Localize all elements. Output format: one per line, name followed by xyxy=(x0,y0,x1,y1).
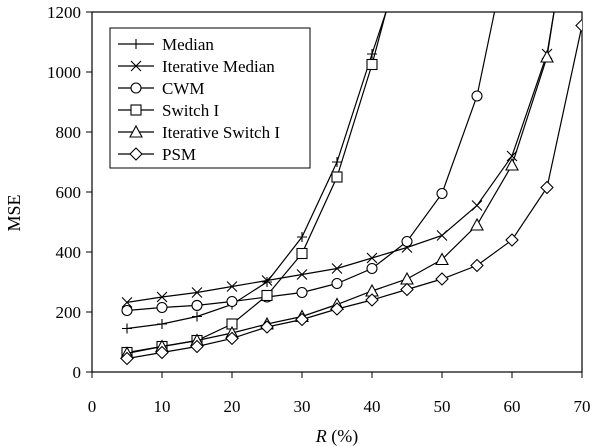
x-tick-label: 30 xyxy=(294,397,311,416)
legend-label: Iterative Switch I xyxy=(162,123,280,142)
legend-marker xyxy=(130,82,142,94)
legend-label: PSM xyxy=(162,145,196,164)
y-tick-label: 1000 xyxy=(47,63,81,82)
series-line xyxy=(126,12,555,303)
legend-marker xyxy=(131,39,141,49)
data-point xyxy=(261,275,273,286)
x-tick-label: 20 xyxy=(224,397,241,416)
data-point xyxy=(297,232,307,242)
data-point xyxy=(225,331,239,346)
legend-marker xyxy=(130,60,142,72)
data-point xyxy=(575,18,582,33)
data-point xyxy=(366,262,378,275)
legend-item: Switch I xyxy=(118,101,219,120)
data-point xyxy=(122,323,132,334)
data-point xyxy=(505,157,519,171)
data-point xyxy=(296,286,308,299)
legend-item: Iterative Switch I xyxy=(118,123,280,142)
data-point xyxy=(296,247,308,260)
data-point xyxy=(331,171,343,183)
data-point xyxy=(121,297,133,308)
data-point xyxy=(296,269,308,280)
data-point xyxy=(540,49,554,63)
data-point xyxy=(192,311,202,322)
data-point xyxy=(261,289,273,302)
legend-item: CWM xyxy=(118,79,205,98)
data-point xyxy=(120,351,134,366)
data-point xyxy=(191,287,203,298)
x-tick-label: 70 xyxy=(574,397,591,416)
y-tick-label: 200 xyxy=(56,303,82,322)
y-tick-label: 0 xyxy=(73,363,82,382)
data-point xyxy=(190,339,204,354)
data-point xyxy=(191,299,203,311)
data-point xyxy=(505,233,519,247)
legend-item: PSM xyxy=(118,145,196,164)
x-axis-title: R (%) xyxy=(315,426,358,447)
x-tick-label: 40 xyxy=(364,397,381,416)
data-point xyxy=(331,277,343,290)
data-point xyxy=(366,58,378,71)
data-point xyxy=(435,272,449,286)
data-point xyxy=(470,258,484,273)
x-tick-label: 50 xyxy=(434,397,451,416)
data-point xyxy=(262,277,272,287)
plot-area: 0 10 20 30 40 50 60 70 0 200 400 600 800 1000 1200 xyxy=(47,3,591,416)
y-tick-label: 400 xyxy=(56,243,82,262)
data-point xyxy=(332,157,342,167)
data-point xyxy=(226,281,238,292)
data-point xyxy=(400,282,414,297)
y-axis-title: MSE xyxy=(4,194,24,231)
legend-marker xyxy=(129,147,143,161)
series-line xyxy=(126,12,496,312)
x-tick-label: 0 xyxy=(88,397,97,416)
series-line xyxy=(126,25,582,360)
data-point xyxy=(470,217,484,231)
legend-item: Median xyxy=(118,35,214,54)
x-tick-label: 10 xyxy=(154,397,171,416)
legend-label: Median xyxy=(162,35,214,54)
data-point xyxy=(436,187,448,200)
data-point xyxy=(121,304,133,317)
data-point xyxy=(366,252,378,264)
data-point xyxy=(156,301,168,314)
data-point xyxy=(260,320,274,334)
data-point xyxy=(435,252,449,266)
data-point xyxy=(436,230,448,241)
series-2 xyxy=(121,12,496,317)
data-point xyxy=(156,291,168,303)
x-axis-title-variable: R xyxy=(315,426,327,446)
y-tick-label: 800 xyxy=(56,123,82,142)
data-point xyxy=(401,235,413,248)
x-tick-label: 60 xyxy=(504,397,521,416)
y-tick-label: 1200 xyxy=(47,3,81,22)
legend: Median Iterative Median CWM Switch I Iterati… xyxy=(109,27,311,169)
data-point xyxy=(330,302,344,316)
legend-label: CWM xyxy=(162,79,205,98)
series-line xyxy=(126,12,555,354)
series-5 xyxy=(120,18,582,366)
legend-item: Iterative Median xyxy=(118,57,275,76)
data-point xyxy=(540,180,554,195)
data-point xyxy=(157,319,167,329)
data-point xyxy=(155,345,169,360)
data-point xyxy=(400,271,414,285)
legend-label: Switch I xyxy=(162,101,219,120)
data-point xyxy=(471,90,483,102)
legend-label: Iterative Median xyxy=(162,57,275,76)
legend-marker xyxy=(130,104,142,116)
x-axis-title-unit: (%) xyxy=(327,426,358,447)
legend-box xyxy=(109,27,311,169)
legend-marker xyxy=(129,124,143,138)
data-point xyxy=(471,200,483,211)
series-group xyxy=(120,12,582,366)
data-point xyxy=(506,150,518,162)
data-point xyxy=(295,312,309,327)
data-point xyxy=(331,263,343,274)
data-point xyxy=(365,293,379,307)
y-tick-label: 600 xyxy=(56,183,82,202)
data-point xyxy=(226,295,238,308)
